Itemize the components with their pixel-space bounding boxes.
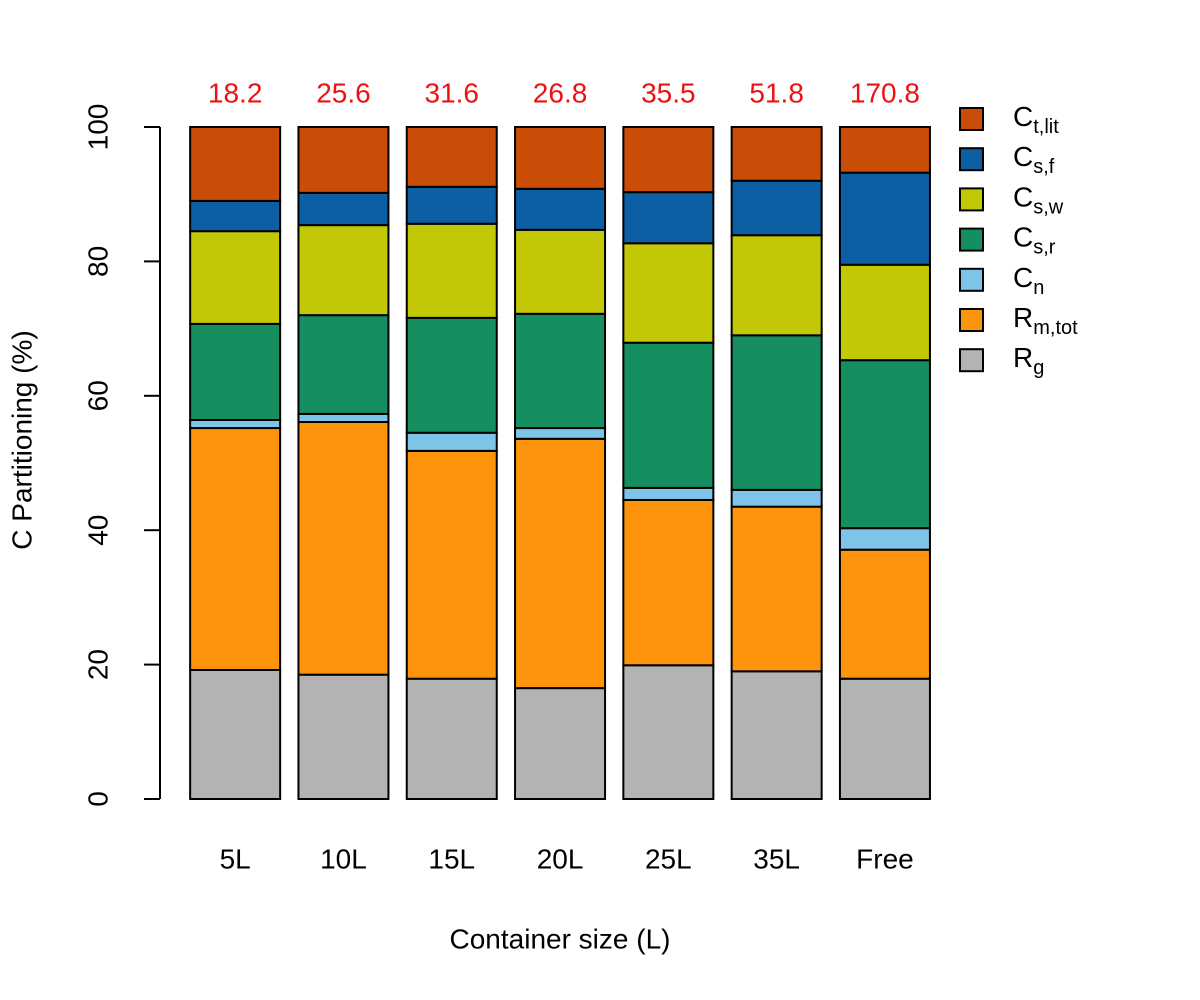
bar-segment — [622, 664, 715, 800]
bar-segment — [622, 126, 715, 194]
x-tick-label: 5L — [220, 843, 251, 874]
bar-segment — [622, 486, 715, 501]
bar-segment — [838, 263, 931, 362]
bar-segment — [405, 677, 498, 800]
legend-swatch — [959, 348, 984, 373]
bar-segment — [297, 421, 390, 676]
legend-label: Cs,r — [1013, 222, 1056, 259]
y-tick-label: 40 — [82, 515, 113, 546]
x-tick-label: Free — [856, 843, 914, 874]
bar-segment — [730, 179, 823, 237]
legend-label: Cs,w — [1013, 182, 1064, 219]
bar-segment — [297, 673, 390, 800]
total-label: 26.8 — [533, 77, 588, 108]
legend-swatch — [959, 187, 984, 212]
x-axis-label: Container size (L) — [450, 923, 671, 954]
bar-segment — [838, 548, 931, 680]
bar-segment — [838, 171, 931, 266]
bar-segment — [514, 126, 607, 190]
y-tick-label: 60 — [82, 380, 113, 411]
legend-swatch — [959, 267, 984, 292]
bar-segment — [622, 498, 715, 667]
legend-swatch — [959, 147, 984, 172]
total-label: 35.5 — [641, 77, 696, 108]
bar-segment — [838, 527, 931, 551]
x-tick-label: 10L — [320, 843, 367, 874]
legend-swatch — [959, 227, 984, 252]
bar-segment — [514, 427, 607, 440]
bar-segment — [730, 234, 823, 337]
bar-segment — [514, 312, 607, 430]
bar-segment — [405, 126, 498, 188]
bar-segment — [189, 668, 282, 801]
legend-label: Ct,lit — [1013, 101, 1059, 138]
legend-label: Cs,f — [1013, 142, 1055, 179]
legend-label: Rm,tot — [1013, 302, 1078, 339]
legend-swatch — [959, 107, 984, 131]
bar-segment — [297, 126, 390, 194]
total-label: 51.8 — [749, 77, 804, 108]
bar-segment — [838, 677, 931, 800]
bar-segment — [297, 314, 390, 415]
x-tick-label: 25L — [645, 843, 692, 874]
legend-label: Cn — [1013, 262, 1044, 299]
bar-segment — [514, 437, 607, 690]
bar-segment — [622, 341, 715, 489]
bar-segment — [189, 322, 282, 421]
x-tick-label: 20L — [537, 843, 584, 874]
x-tick-label: 35L — [753, 843, 800, 874]
bar-segment — [730, 488, 823, 508]
bar-segment — [730, 334, 823, 491]
total-label: 18.2 — [208, 77, 263, 108]
legend-swatch — [959, 308, 984, 332]
x-tick-label: 15L — [428, 843, 475, 874]
bar-segment — [514, 187, 607, 231]
bar-segment — [514, 228, 607, 315]
bar-segment — [189, 230, 282, 325]
y-axis-label: C Partitioning (%) — [6, 330, 37, 549]
total-label: 25.6 — [316, 77, 371, 108]
bar-segment — [297, 191, 390, 227]
bar-segment — [405, 449, 498, 680]
legend-label: Rg — [1013, 343, 1044, 380]
bar-segment — [189, 126, 282, 202]
total-label: 170.8 — [850, 77, 920, 108]
y-tick-label: 80 — [82, 246, 113, 277]
bar-segment — [730, 505, 823, 673]
bar-segment — [189, 427, 282, 671]
bar-segment — [297, 412, 390, 424]
bar-segment — [730, 670, 823, 801]
bar-segment — [297, 224, 390, 317]
bar-segment — [405, 316, 498, 434]
bar-segment — [622, 191, 715, 245]
bar-segment — [622, 242, 715, 344]
y-tick-label: 0 — [82, 791, 113, 807]
total-label: 31.6 — [425, 77, 480, 108]
bar-segment — [189, 199, 282, 233]
bar-segment — [730, 126, 823, 182]
y-tick-label: 20 — [82, 649, 113, 680]
bar-segment — [405, 185, 498, 225]
bar-segment — [189, 418, 282, 430]
y-tick-label: 100 — [82, 104, 113, 151]
bar-segment — [405, 431, 498, 452]
bar-segment — [405, 222, 498, 319]
bar-segment — [838, 359, 931, 530]
bar-segment — [838, 126, 931, 174]
bar-segment — [514, 687, 607, 800]
